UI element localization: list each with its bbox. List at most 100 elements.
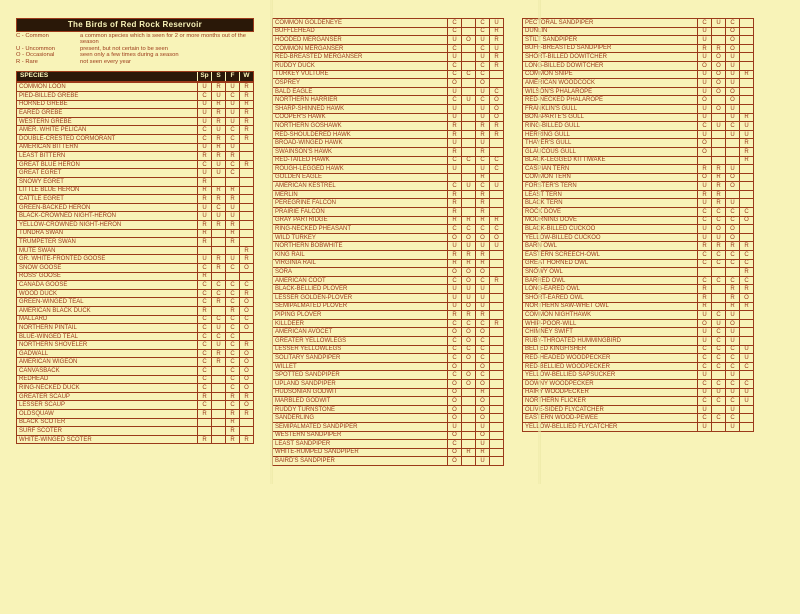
species-name: SNOWY EGRET bbox=[17, 178, 198, 187]
abundance-code: C bbox=[740, 251, 754, 260]
abundance-code: C bbox=[226, 341, 240, 350]
species-name: EASTERN SCREECH-OWL bbox=[523, 251, 698, 260]
abundance-code: O bbox=[448, 233, 462, 242]
species-name: AMERICAN BLACK DUCK bbox=[17, 306, 198, 315]
abundance-code: O bbox=[448, 328, 462, 337]
abundance-code bbox=[240, 195, 254, 204]
abundance-code bbox=[462, 87, 476, 96]
abundance-code: C bbox=[476, 96, 490, 105]
abundance-code bbox=[712, 130, 726, 139]
table-row: WESTERN GREBEURUR bbox=[17, 117, 254, 126]
species-name: EARED GREBE bbox=[17, 109, 198, 118]
abundance-code: C bbox=[476, 61, 490, 70]
abundance-code bbox=[740, 53, 754, 62]
abundance-code: U bbox=[212, 126, 226, 135]
abundance-code: U bbox=[726, 405, 740, 414]
abundance-code: C bbox=[198, 315, 212, 324]
abundance-code: U bbox=[698, 199, 712, 208]
species-name: MARBLED GODWIT bbox=[273, 397, 448, 406]
abundance-code bbox=[712, 294, 726, 303]
abundance-code: C bbox=[476, 345, 490, 354]
table-row: NORTHERN FLICKERCCCU bbox=[523, 397, 754, 406]
abundance-code: U bbox=[476, 422, 490, 431]
species-name: MUTE SWAN bbox=[17, 246, 198, 255]
species-name: RUDDY TURNSTONE bbox=[273, 405, 448, 414]
table-row: COMMON TERNORO bbox=[523, 173, 754, 182]
abundance-code: U bbox=[198, 212, 212, 221]
abundance-code: U bbox=[726, 70, 740, 79]
species-name: GRAY PARTRIDGE bbox=[273, 216, 448, 225]
abundance-code: R bbox=[212, 186, 226, 195]
table-row: PEREGRINE FALCONRR bbox=[273, 199, 504, 208]
species-name: ROSS' GOOSE bbox=[17, 272, 198, 281]
abundance-code: R bbox=[448, 216, 462, 225]
abundance-code: R bbox=[712, 165, 726, 174]
abundance-code bbox=[226, 272, 240, 281]
abundance-code bbox=[212, 435, 226, 444]
abundance-code: O bbox=[462, 233, 476, 242]
table-row: DUNLINUO bbox=[523, 27, 754, 36]
table-row: BAIRD'S SANDPIPEROU bbox=[273, 457, 504, 466]
abundance-code: R bbox=[698, 242, 712, 251]
abundance-code: R bbox=[476, 208, 490, 217]
abundance-code bbox=[212, 229, 226, 238]
table-row: HUDSONIAN GODWITOR bbox=[273, 388, 504, 397]
species-name: GREAT BLUE HERON bbox=[17, 160, 198, 169]
species-name: NORTHERN PINTAIL bbox=[17, 324, 198, 333]
abundance-code: O bbox=[448, 405, 462, 414]
abundance-code: R bbox=[198, 195, 212, 204]
abundance-code: U bbox=[198, 100, 212, 109]
abundance-code: R bbox=[226, 186, 240, 195]
abundance-code: C bbox=[198, 160, 212, 169]
abundance-code: U bbox=[476, 36, 490, 45]
abundance-code: R bbox=[448, 190, 462, 199]
abundance-code: U bbox=[476, 87, 490, 96]
abundance-code: U bbox=[726, 311, 740, 320]
abundance-code: O bbox=[712, 87, 726, 96]
abundance-code: C bbox=[462, 225, 476, 234]
abundance-code: C bbox=[726, 208, 740, 217]
abundance-code: C bbox=[462, 156, 476, 165]
abundance-code: C bbox=[712, 336, 726, 345]
abundance-code bbox=[740, 79, 754, 88]
species-name: NORTHERN BOBWHITE bbox=[273, 242, 448, 251]
abundance-code bbox=[712, 285, 726, 294]
table-row: WESTERN SANDPIPEROO bbox=[273, 431, 504, 440]
table-row: NORTHERN SAW-WHET OWLRRR bbox=[523, 302, 754, 311]
abundance-code: U bbox=[698, 104, 712, 113]
species-name: RED-BELLIED WOODPECKER bbox=[523, 362, 698, 371]
abundance-code bbox=[240, 143, 254, 152]
abundance-code: C bbox=[740, 362, 754, 371]
abundance-code: C bbox=[490, 87, 504, 96]
abundance-code: U bbox=[698, 79, 712, 88]
abundance-code: O bbox=[448, 397, 462, 406]
abundance-code: C bbox=[448, 44, 462, 53]
abundance-code bbox=[712, 27, 726, 36]
abundance-code: C bbox=[740, 379, 754, 388]
species-name: HORNED GREBE bbox=[17, 100, 198, 109]
abundance-code: C bbox=[698, 216, 712, 225]
abundance-code bbox=[740, 319, 754, 328]
species-name: BONAPARTE'S GULL bbox=[523, 113, 698, 122]
abundance-code: C bbox=[726, 354, 740, 363]
column-2: COMMON GOLDENEYECCUBUFFLEHEADCCRHOODED M… bbox=[272, 18, 504, 466]
table-row: EASTERN SCREECH-OWLCCCC bbox=[523, 251, 754, 260]
abundance-code: R bbox=[740, 156, 754, 165]
abundance-code: O bbox=[448, 362, 462, 371]
abundance-code: C bbox=[462, 319, 476, 328]
table-row: RING-NECKED PHEASANTCCCC bbox=[273, 225, 504, 234]
species-name: BARRED OWL bbox=[523, 276, 698, 285]
abundance-code: C bbox=[198, 349, 212, 358]
abundance-code: O bbox=[240, 367, 254, 376]
abundance-code: U bbox=[198, 169, 212, 178]
abundance-code bbox=[712, 113, 726, 122]
abundance-code bbox=[462, 173, 476, 182]
species-name: CANVASBACK bbox=[17, 367, 198, 376]
abundance-code bbox=[726, 156, 740, 165]
species-name: NORTHERN HARRIER bbox=[273, 96, 448, 105]
species-name: OSPREY bbox=[273, 79, 448, 88]
abundance-code: R bbox=[740, 242, 754, 251]
species-name: OLIVE-SIDED FLYCATCHER bbox=[523, 405, 698, 414]
legend-key: R - Rare bbox=[16, 60, 76, 66]
abundance-code bbox=[462, 79, 476, 88]
